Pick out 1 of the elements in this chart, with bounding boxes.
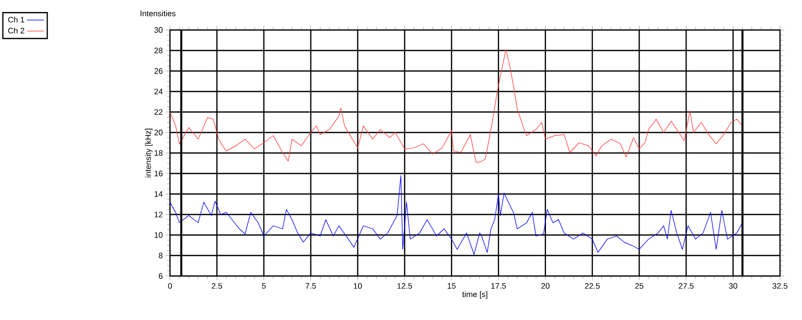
line-series [170,175,743,255]
